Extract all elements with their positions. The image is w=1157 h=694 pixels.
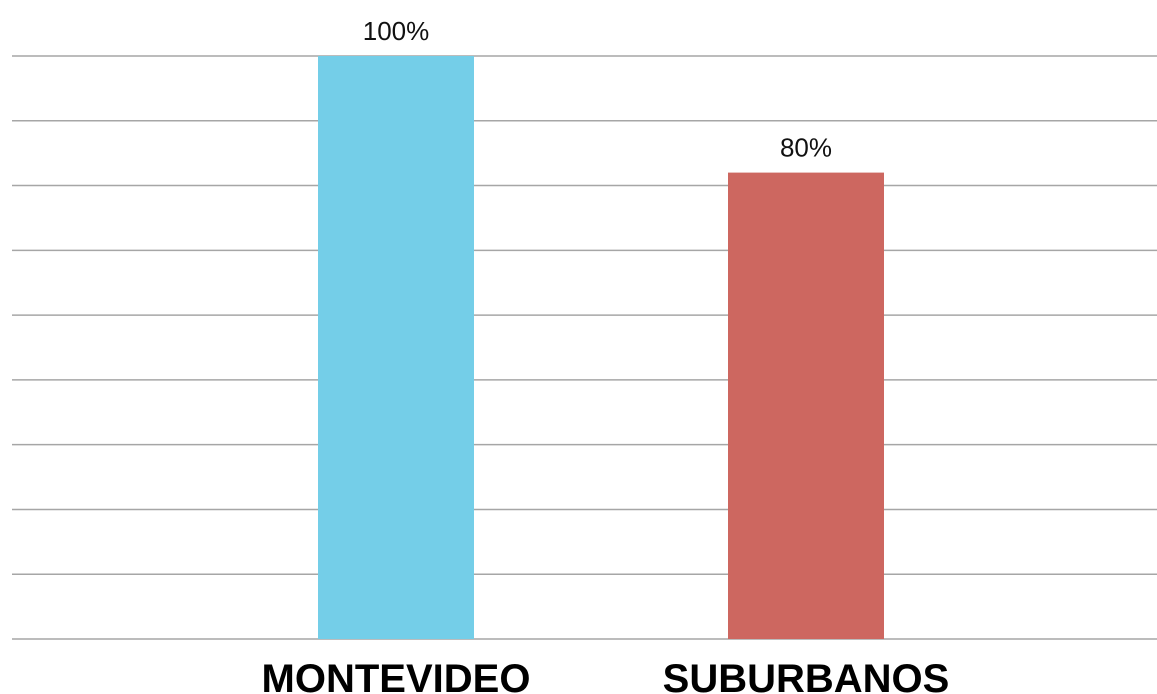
category-labels: MONTEVIDEO SUBURBANOS [262, 657, 950, 694]
data-label-montevideo: 100% [363, 16, 430, 46]
gridlines [12, 55, 1157, 640]
bars [318, 56, 884, 639]
bar-montevideo [318, 56, 474, 639]
data-label-suburbanos: 80% [780, 133, 832, 163]
category-label-montevideo: MONTEVIDEO [262, 657, 531, 694]
category-label-suburbanos: SUBURBANOS [663, 657, 950, 694]
bar-suburbanos [728, 172, 884, 639]
data-labels: 100% 80% [363, 16, 832, 163]
